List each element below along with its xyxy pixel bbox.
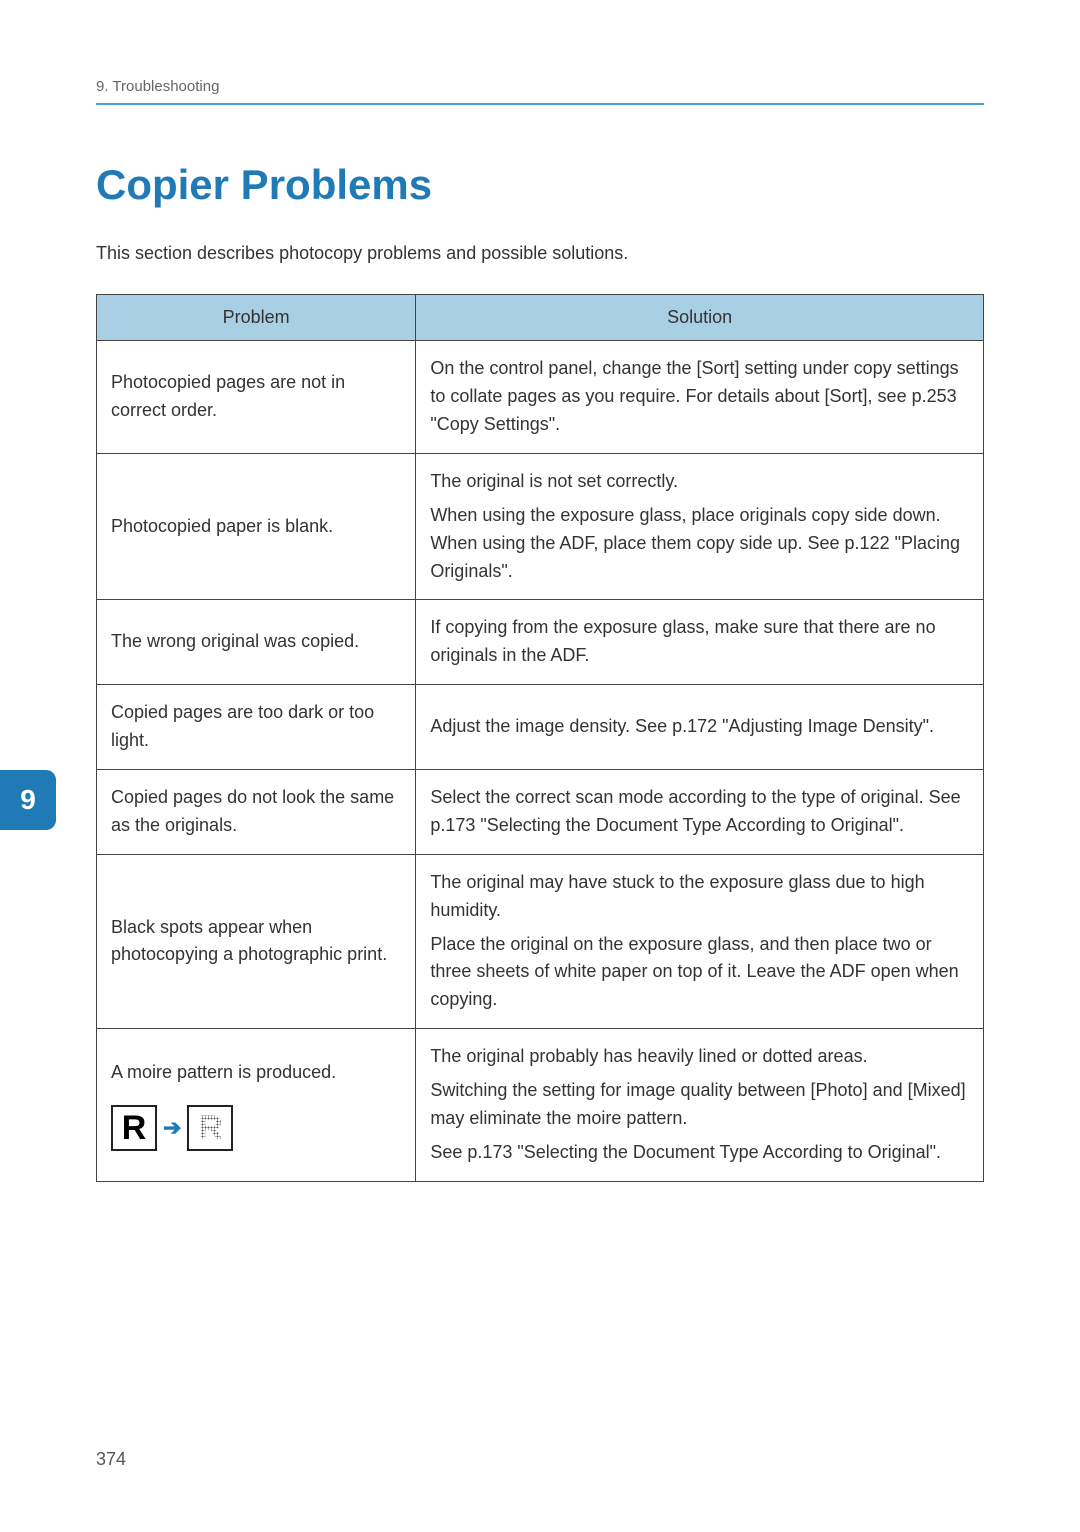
page-container: 9. Troubleshooting Copier Problems This …: [0, 0, 1080, 1532]
problem-cell: A moire pattern is produced. R ➔ R: [97, 1029, 416, 1182]
moire-r-solid: R: [122, 1111, 147, 1145]
solution-cell: Adjust the image density. See p.172 "Adj…: [416, 685, 984, 770]
solution-cell: The original may have stuck to the expos…: [416, 854, 984, 1028]
solution-text: If copying from the exposure glass, make…: [430, 614, 969, 670]
solution-text: See p.173 "Selecting the Document Type A…: [430, 1139, 969, 1167]
moire-diagram: R ➔ R: [111, 1105, 401, 1151]
solution-text: The original may have stuck to the expos…: [430, 869, 969, 925]
problem-cell: Black spots appear when photocopying a p…: [97, 854, 416, 1028]
header-divider: [96, 103, 984, 105]
solution-cell: The original is not set correctly. When …: [416, 453, 984, 600]
solution-cell: The original probably has heavily lined …: [416, 1029, 984, 1182]
solution-cell: Select the correct scan mode according t…: [416, 769, 984, 854]
intro-text: This section describes photocopy problem…: [96, 241, 984, 266]
solution-text: The original is not set correctly.: [430, 468, 969, 496]
page-title: Copier Problems: [96, 161, 984, 209]
solution-text: Select the correct scan mode according t…: [430, 784, 969, 840]
table-row: Photocopied paper is blank. The original…: [97, 453, 984, 600]
solution-text: Switching the setting for image quality …: [430, 1077, 969, 1133]
solution-text: When using the exposure glass, place ori…: [430, 502, 969, 586]
problem-cell: Copied pages are too dark or too light.: [97, 685, 416, 770]
table-header-problem: Problem: [97, 295, 416, 341]
page-number: 374: [96, 1449, 126, 1470]
table-row: Copied pages are too dark or too light. …: [97, 685, 984, 770]
problem-cell: Copied pages do not look the same as the…: [97, 769, 416, 854]
moire-original-box: R: [111, 1105, 157, 1151]
table-row: Copied pages do not look the same as the…: [97, 769, 984, 854]
table-row: The wrong original was copied. If copyin…: [97, 600, 984, 685]
problem-cell: Photocopied pages are not in correct ord…: [97, 341, 416, 454]
troubleshooting-table: Problem Solution Photocopied pages are n…: [96, 294, 984, 1182]
breadcrumb: 9. Troubleshooting: [96, 78, 984, 103]
arrow-icon: ➔: [163, 1111, 181, 1145]
table-row: Black spots appear when photocopying a p…: [97, 854, 984, 1028]
table-row: A moire pattern is produced. R ➔ R The o…: [97, 1029, 984, 1182]
solution-cell: If copying from the exposure glass, make…: [416, 600, 984, 685]
table-row: Photocopied pages are not in correct ord…: [97, 341, 984, 454]
problem-cell: The wrong original was copied.: [97, 600, 416, 685]
solution-text: The original probably has heavily lined …: [430, 1043, 969, 1071]
solution-text: On the control panel, change the [Sort] …: [430, 355, 969, 439]
moire-result-box: R: [187, 1105, 233, 1151]
moire-r-pattern: R: [198, 1111, 223, 1145]
solution-text: Place the original on the exposure glass…: [430, 931, 969, 1015]
problem-cell: Photocopied paper is blank.: [97, 453, 416, 600]
table-header-solution: Solution: [416, 295, 984, 341]
problem-text: A moire pattern is produced.: [111, 1059, 401, 1087]
solution-text: Adjust the image density. See p.172 "Adj…: [430, 713, 969, 741]
solution-cell: On the control panel, change the [Sort] …: [416, 341, 984, 454]
